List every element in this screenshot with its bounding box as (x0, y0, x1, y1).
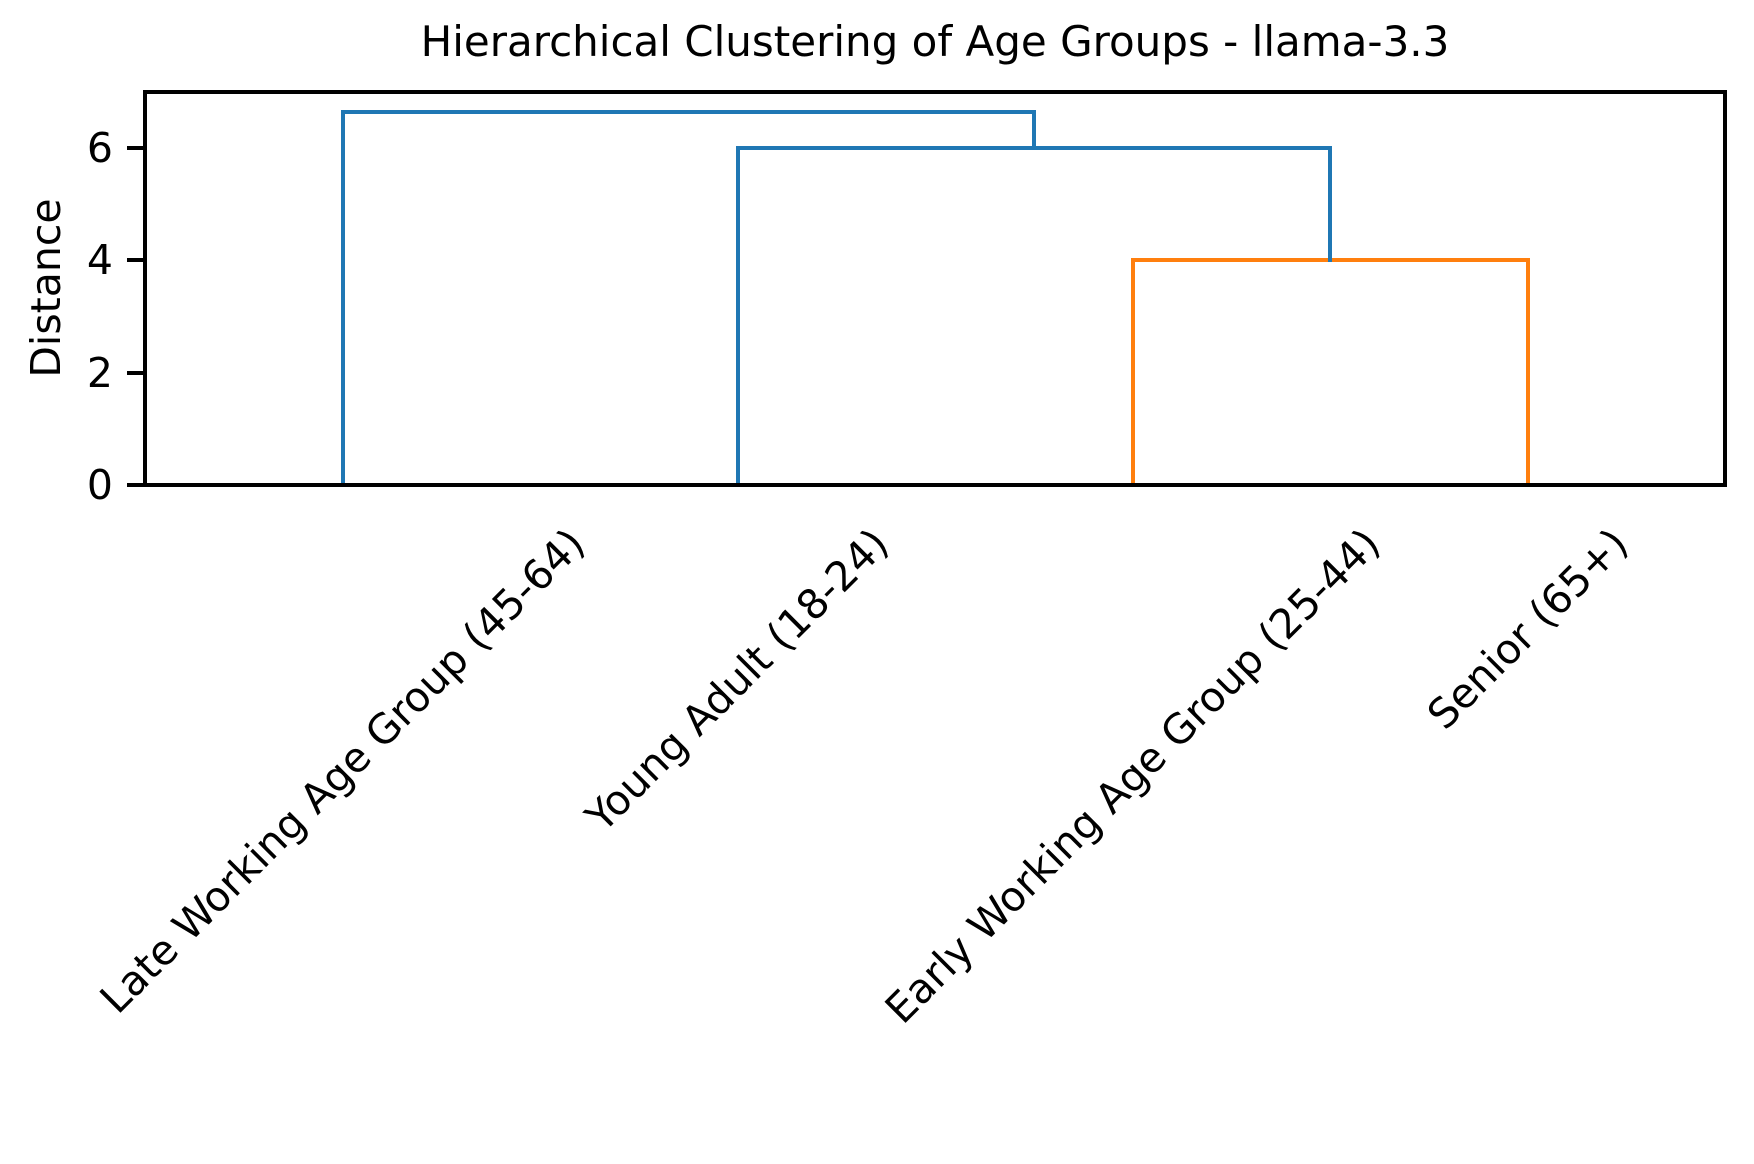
x-axis-label-3: Senior (65+) (1417, 519, 1638, 739)
chart-title: Hierarchical Clustering of Age Groups - … (420, 17, 1450, 66)
dendrogram-link-2-right-vertical (1031, 109, 1036, 151)
y-tick-label-4: 4 (86, 236, 113, 285)
dendrogram-link-1-left-vertical (735, 146, 740, 487)
dendrogram-link-1-right-vertical (1328, 146, 1332, 263)
x-axis-label-0: Late Working Age Group (45-64) (90, 519, 595, 1023)
y-tick-label-2: 2 (86, 348, 113, 397)
dendrogram-link-0-left-vertical (1130, 258, 1135, 487)
y-tick-mark-6 (127, 146, 145, 151)
x-axis-label-1: Young Adult (18-24) (576, 519, 899, 841)
y-tick-mark-4 (127, 258, 145, 263)
y-tick-label-6: 6 (86, 124, 113, 173)
dendrogram-link-2-crossbar (340, 109, 1036, 114)
y-tick-label-0: 0 (86, 461, 113, 509)
y-tick-mark-0 (127, 483, 145, 487)
x-axis-label-2: Early Working Age Group (25-44) (875, 519, 1390, 1033)
y-tick-mark-2 (127, 370, 145, 375)
dendrogram-link-0-right-vertical (1525, 258, 1530, 487)
dendrogram-link-2-left-vertical (340, 109, 345, 487)
